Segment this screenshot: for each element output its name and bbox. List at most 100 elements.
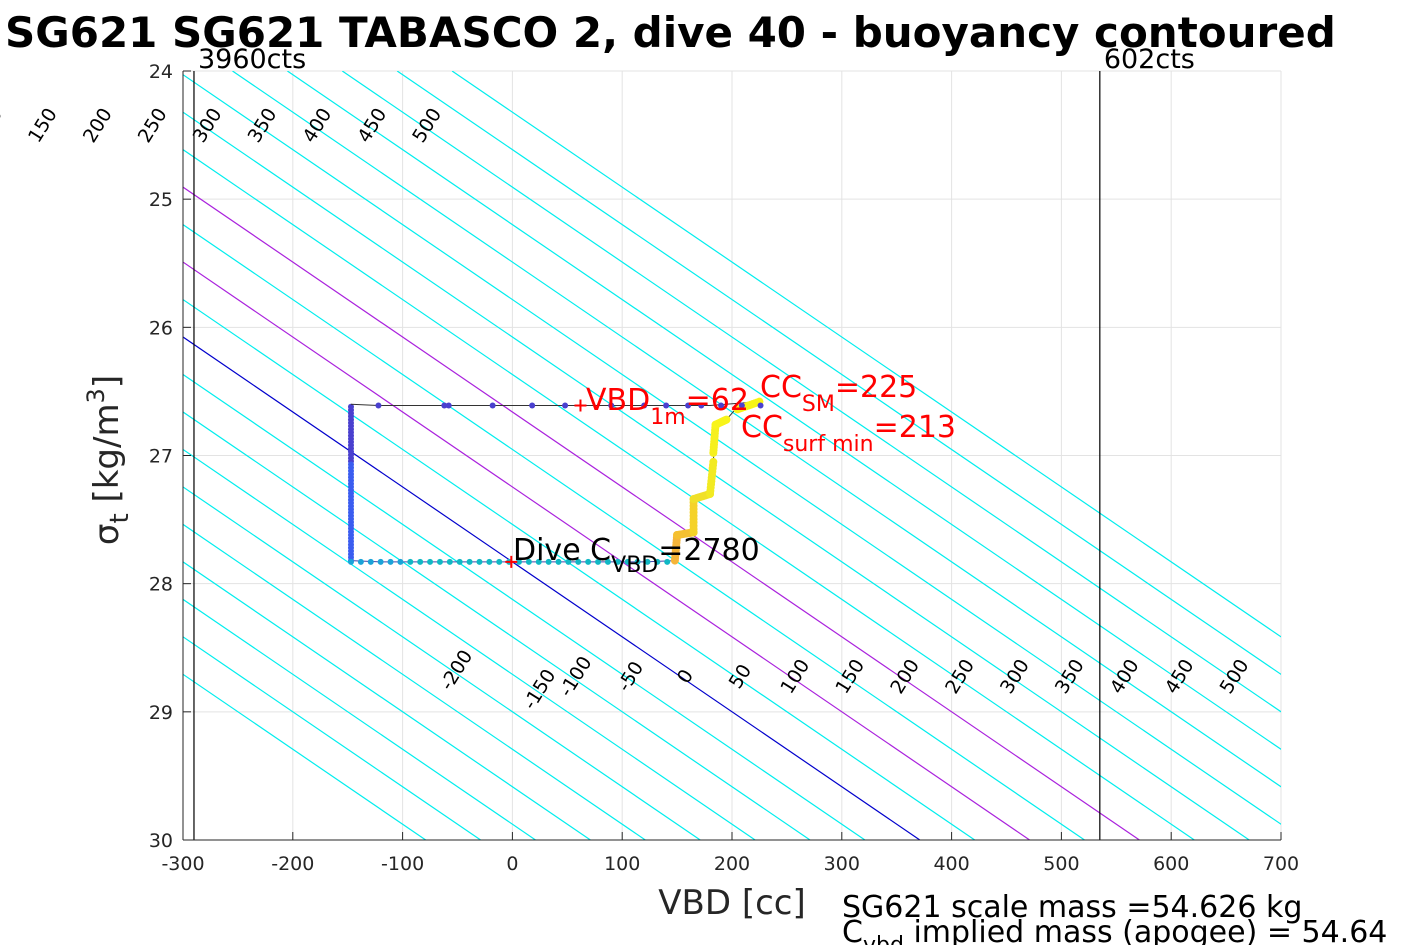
surface-point	[641, 402, 648, 409]
x-tick-label: 200	[714, 853, 750, 875]
x-tick-label: 400	[933, 853, 969, 875]
contour-line	[183, 486, 701, 840]
footer-implied-sub: vbd	[863, 933, 904, 945]
surface-point	[562, 402, 569, 409]
buoyancy-contours	[183, 71, 1281, 840]
dive-point	[486, 558, 493, 565]
x-tick-label: 700	[1263, 853, 1299, 875]
y-tick-label: 24	[149, 61, 173, 83]
dive-point	[377, 558, 384, 565]
x-tick-label: 600	[1153, 853, 1189, 875]
contour-line	[183, 223, 1085, 840]
vbd-1m-value: =62	[686, 383, 749, 418]
cc-surf-value: =213	[874, 410, 956, 445]
dive-point	[595, 558, 602, 565]
dive-point	[585, 558, 592, 565]
cc-surf-text: CC	[741, 410, 783, 445]
y-tick-label: 30	[149, 830, 173, 852]
dive-cvbd-label: Dive CVBD=2780	[513, 533, 760, 578]
dive-point	[614, 558, 621, 565]
contour-line	[183, 261, 1030, 840]
surface-point	[698, 402, 705, 409]
contour-line	[183, 411, 811, 840]
surface-point	[718, 402, 725, 409]
dive-point	[545, 558, 552, 565]
contour-line	[183, 598, 536, 840]
dive-point	[456, 558, 463, 565]
tick-labels: -300 -200 -100 0 100 200 300 400 500 600 700 24 25 26…	[149, 61, 1299, 875]
contour-line	[183, 561, 591, 840]
dive-point	[476, 558, 483, 565]
dive-point	[407, 558, 414, 565]
dive-point	[624, 558, 631, 565]
footer-implied-prefix: C	[842, 915, 863, 945]
dive-point	[417, 558, 424, 565]
dive-point	[357, 558, 364, 565]
vbd-1m-label: VBD1m=62	[586, 383, 749, 430]
dive-point	[436, 558, 443, 565]
x-tick-label: -100	[381, 853, 424, 875]
y-axis-label-symbol: σ	[87, 524, 127, 546]
contour-label: 150	[24, 104, 62, 146]
vbd-limit-label: 3960cts	[198, 44, 306, 75]
cc-sm-text: CC	[760, 370, 802, 405]
dive-point	[664, 558, 671, 565]
y-tick-label: 26	[149, 317, 173, 339]
contour-line	[183, 673, 427, 840]
surface-point	[441, 402, 448, 409]
surface-point	[738, 402, 745, 409]
surface-point	[375, 402, 382, 409]
cc-sm-label: CCSM=225	[760, 370, 917, 417]
contour-label: 250	[134, 104, 172, 146]
axes	[182, 70, 1282, 841]
x-tick-label: 500	[1043, 853, 1079, 875]
cc-surf-sub: surf min	[783, 432, 874, 457]
cc-sm-sub: SM	[802, 392, 835, 417]
dive-tracks	[347, 397, 764, 565]
dive-cvbd-text: Dive C	[513, 533, 611, 568]
x-tick-label: -200	[271, 853, 314, 875]
dive-point	[604, 558, 611, 565]
y-axis-label-unit: [kg/m	[87, 403, 127, 513]
cc-surf-label: CCsurf min=213	[741, 410, 956, 457]
contour-line	[183, 186, 1140, 840]
x-axis-label: VBD [cc]	[658, 883, 806, 923]
surface-point	[757, 402, 764, 409]
y-tick-label: 27	[149, 446, 173, 468]
dive-point	[496, 558, 503, 565]
x-tick-label: 300	[824, 853, 860, 875]
footer-scale-mass: SG621 scale mass =54.626 kg	[842, 890, 1302, 925]
surface-point	[489, 402, 496, 409]
contour-line	[183, 111, 1250, 840]
contour-line	[451, 71, 1281, 638]
vbd-limit-label: 602cts	[1104, 44, 1195, 75]
dive-point	[654, 558, 661, 565]
contour-line	[183, 73, 1281, 825]
chart-title: SG621 SG621 TABASCO 2, dive 40 - buoyanc…	[5, 8, 1336, 57]
contour-line	[183, 636, 481, 840]
x-tick-label: 100	[604, 853, 640, 875]
surface-point	[663, 402, 670, 409]
contour-label: 200	[79, 104, 117, 146]
dive-point	[466, 558, 473, 565]
contour-line	[183, 148, 1195, 840]
dive-point	[397, 558, 404, 565]
footer-implied-rest: implied mass (apogee) = 54.64	[904, 915, 1388, 945]
vbd-1m-text: VBD	[586, 383, 650, 418]
surface-point	[445, 402, 452, 409]
y-axis-label: σt [kg/m3]	[82, 375, 135, 545]
dive-point	[387, 558, 394, 565]
surface-point	[529, 402, 536, 409]
contour-line	[183, 336, 921, 840]
climb-point	[722, 415, 731, 424]
dive-point	[565, 558, 572, 565]
contour-line	[396, 71, 1281, 676]
x-tick-label: 0	[506, 853, 518, 875]
contour-line	[183, 373, 866, 840]
dive-point	[525, 558, 532, 565]
contour-line	[183, 298, 976, 840]
contour-line	[183, 523, 646, 840]
dive-point	[367, 558, 374, 565]
